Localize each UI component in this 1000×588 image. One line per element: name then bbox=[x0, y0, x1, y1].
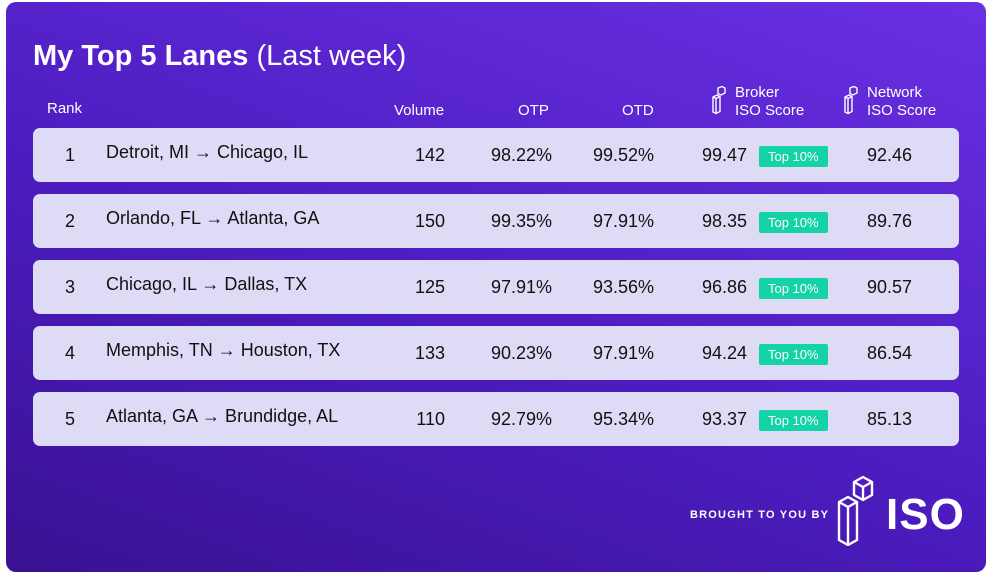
otp-cell: 90.23% bbox=[490, 343, 552, 363]
lane-row[interactable]: 3 Chicago, IL → Dallas, TX 125 97.91% 93.56%… bbox=[33, 260, 959, 314]
lanes-card: My Top 5 Lanes (Last week) Rank Volume O… bbox=[6, 2, 986, 572]
lane-cell: Atlanta, GA → Brundidge, AL bbox=[106, 406, 339, 426]
header-volume: Volume bbox=[394, 102, 445, 119]
broker-score-cell: 94.24 bbox=[701, 343, 747, 363]
network-score-cell: 85.13 bbox=[867, 409, 913, 429]
lane-row[interactable]: 1 Detroit, MI → Chicago, IL 142 98.22% 99.52… bbox=[33, 128, 959, 182]
broker-score-cell: 98.35 bbox=[701, 211, 747, 231]
header-broker-line2: ISO Score bbox=[735, 102, 805, 119]
broker-score-cell: 96.86 bbox=[701, 277, 747, 297]
volume-cell: 150 bbox=[414, 211, 445, 231]
iso-logo-icon bbox=[844, 86, 858, 115]
volume-cell: 133 bbox=[414, 343, 445, 363]
iso-logo-text: ISO bbox=[886, 490, 965, 539]
lane-cell: Detroit, MI → Chicago, IL bbox=[106, 142, 309, 162]
network-score-cell: 89.76 bbox=[867, 211, 913, 231]
top-percent-badge: Top 10% bbox=[759, 278, 828, 299]
broker-score-cell: 99.47 bbox=[701, 145, 747, 165]
otd-cell: 93.56% bbox=[592, 277, 654, 297]
top-percent-badge: Top 10% bbox=[759, 344, 828, 365]
otp-cell: 97.91% bbox=[490, 277, 552, 297]
network-score-cell: 86.54 bbox=[867, 343, 913, 363]
top-percent-badge: Top 10% bbox=[759, 146, 828, 167]
network-score-cell: 92.46 bbox=[867, 145, 913, 165]
title-period: (Last week) bbox=[256, 40, 407, 72]
top-percent-badge: Top 10% bbox=[759, 212, 828, 233]
otd-cell: 99.52% bbox=[592, 145, 654, 165]
otd-cell: 95.34% bbox=[592, 409, 654, 429]
header-otp: OTP bbox=[518, 102, 549, 119]
otd-cell: 97.91% bbox=[592, 211, 654, 231]
lane-cell: Chicago, IL → Dallas, TX bbox=[106, 274, 308, 294]
otp-cell: 98.22% bbox=[490, 145, 552, 165]
header-rank: Rank bbox=[47, 100, 83, 117]
top-percent-badge: Top 10% bbox=[759, 410, 828, 431]
header-broker-iso-score: Broker ISO Score bbox=[712, 84, 804, 120]
title-main: My Top 5 Lanes bbox=[33, 40, 249, 72]
rank-cell: 4 bbox=[65, 343, 76, 363]
broker-score-cell: 93.37 bbox=[701, 409, 747, 429]
iso-logo-icon bbox=[837, 475, 874, 546]
header-otd: OTD bbox=[622, 102, 654, 119]
network-score-cell: 90.57 bbox=[867, 277, 913, 297]
lane-row[interactable]: 4 Memphis, TN → Houston, TX 133 90.23% 97.91… bbox=[33, 326, 959, 380]
header-broker-line1: Broker bbox=[735, 84, 780, 101]
volume-cell: 142 bbox=[414, 145, 445, 165]
rank-cell: 1 bbox=[65, 145, 76, 165]
lane-row[interactable]: 5 Atlanta, GA → Brundidge, AL 110 92.79% 95.… bbox=[33, 392, 959, 446]
brought-to-you-by: BROUGHT TO YOU BY bbox=[690, 509, 830, 521]
volume-cell: 110 bbox=[416, 409, 445, 429]
iso-logo-icon bbox=[712, 86, 726, 115]
lane-cell: Memphis, TN → Houston, TX bbox=[106, 340, 341, 360]
otp-cell: 99.35% bbox=[490, 211, 552, 231]
rank-cell: 5 bbox=[65, 409, 76, 429]
otp-cell: 92.79% bbox=[490, 409, 552, 429]
lane-row[interactable]: 2 Orlando, FL → Atlanta, GA 150 99.35% 97.91… bbox=[33, 194, 959, 248]
header-network-iso-score: Network ISO Score bbox=[844, 84, 936, 120]
page-title: My Top 5 Lanes (Last week) bbox=[33, 40, 406, 73]
lane-cell: Orlando, FL → Atlanta, GA bbox=[106, 208, 320, 228]
header-network-line1: Network bbox=[867, 84, 923, 101]
rank-cell: 2 bbox=[65, 211, 76, 231]
rank-cell: 3 bbox=[65, 277, 76, 297]
header-network-line2: ISO Score bbox=[867, 102, 937, 119]
volume-cell: 125 bbox=[414, 277, 445, 297]
otd-cell: 97.91% bbox=[592, 343, 654, 363]
